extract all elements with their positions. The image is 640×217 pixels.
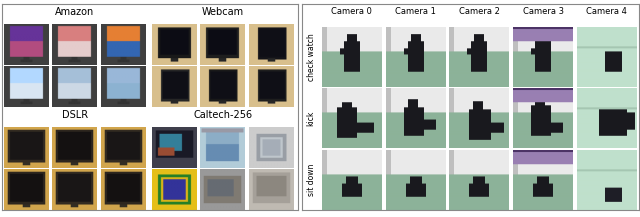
Text: DSLR: DSLR — [62, 110, 88, 120]
Text: Camera 3: Camera 3 — [523, 7, 564, 15]
Text: sit down: sit down — [307, 164, 316, 196]
Text: Camera 0: Camera 0 — [332, 7, 372, 15]
Text: kick: kick — [307, 111, 316, 126]
Text: check watch: check watch — [307, 33, 316, 81]
Text: Amazon: Amazon — [55, 7, 95, 17]
Text: Caltech-256: Caltech-256 — [193, 110, 252, 120]
Text: Webcam: Webcam — [202, 7, 244, 17]
Text: Camera 2: Camera 2 — [459, 7, 500, 15]
Text: Camera 4: Camera 4 — [586, 7, 627, 15]
Text: Camera 1: Camera 1 — [395, 7, 436, 15]
